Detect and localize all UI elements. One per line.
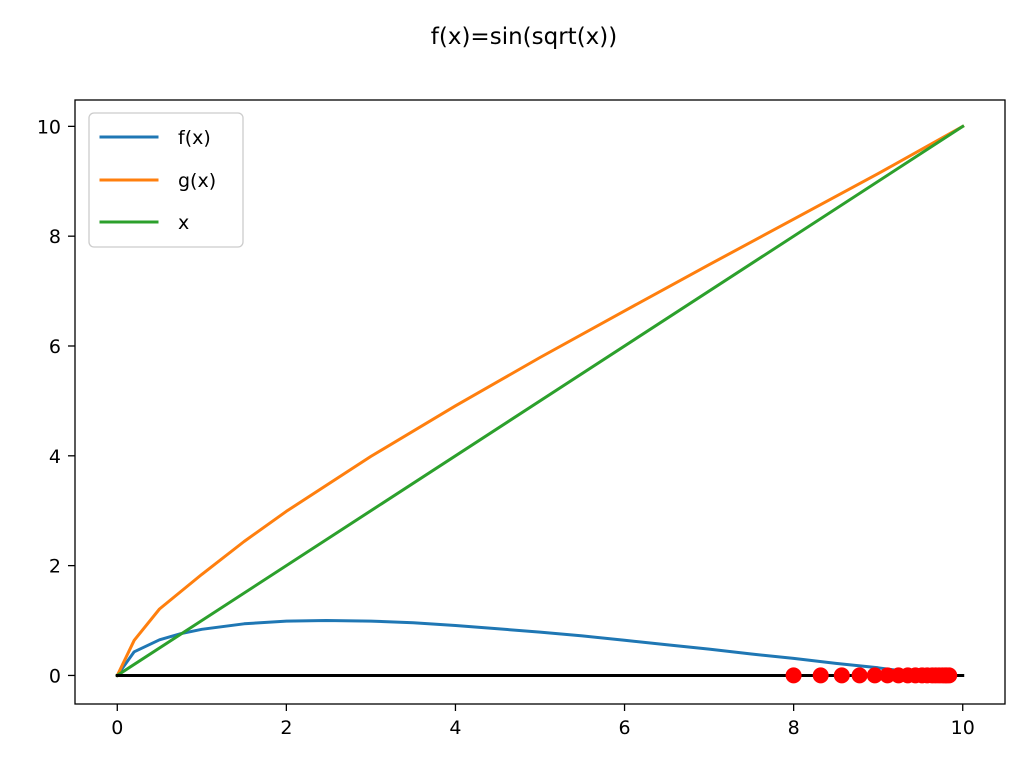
legend-label-g: g(x) bbox=[178, 170, 216, 192]
x-tick-label: 10 bbox=[951, 717, 975, 739]
data-point bbox=[879, 667, 896, 684]
series-line-g bbox=[115, 124, 965, 678]
x-tick-label: 0 bbox=[111, 717, 123, 739]
legend-label-x: x bbox=[178, 212, 189, 234]
y-tick-label: 4 bbox=[49, 446, 61, 468]
legend-box bbox=[88, 112, 244, 248]
x-axis: 0 2 4 6 8 10 bbox=[111, 704, 975, 739]
data-point bbox=[866, 667, 883, 684]
data-point bbox=[833, 667, 850, 684]
data-point bbox=[812, 667, 829, 684]
y-tick-label: 10 bbox=[37, 116, 61, 138]
y-tick-label: 2 bbox=[49, 556, 61, 578]
legend-label-f: f(x) bbox=[178, 127, 211, 149]
series-line-x bbox=[115, 124, 965, 678]
y-tick-label: 6 bbox=[49, 336, 61, 358]
data-point bbox=[851, 667, 868, 684]
plot-frame bbox=[74, 99, 1006, 705]
x-tick-label: 4 bbox=[449, 717, 461, 739]
chart-title: f(x)=sin(sqrt(x)) bbox=[431, 24, 617, 50]
points-layer bbox=[785, 667, 958, 684]
x-tick-label: 6 bbox=[618, 717, 630, 739]
y-tick-label: 8 bbox=[49, 226, 61, 248]
data-point bbox=[785, 667, 802, 684]
y-tick-label: 0 bbox=[49, 665, 61, 687]
x-tick-label: 8 bbox=[788, 717, 800, 739]
series-line-f bbox=[115, 619, 897, 678]
data-point bbox=[941, 667, 958, 684]
legend: f(x) g(x) x bbox=[88, 112, 244, 248]
x-tick-label: 2 bbox=[280, 717, 292, 739]
y-axis: 0 2 4 6 8 10 bbox=[37, 116, 75, 687]
